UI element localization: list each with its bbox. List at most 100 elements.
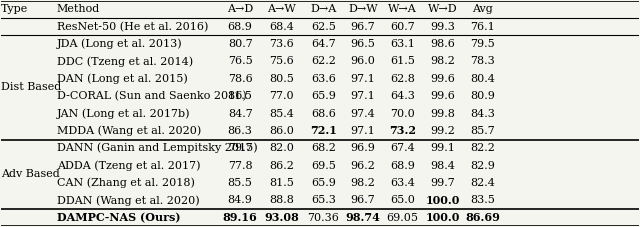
Text: 86.69: 86.69 [465, 212, 500, 223]
Text: 80.4: 80.4 [470, 74, 495, 84]
Text: 65.0: 65.0 [390, 195, 415, 205]
Text: 68.2: 68.2 [311, 143, 335, 153]
Text: 72.1: 72.1 [310, 125, 337, 136]
Text: DDC (Tzeng et al. 2014): DDC (Tzeng et al. 2014) [57, 56, 193, 67]
Text: 60.7: 60.7 [390, 22, 415, 32]
Text: 85.5: 85.5 [228, 178, 253, 188]
Text: 80.5: 80.5 [269, 74, 294, 84]
Text: 96.7: 96.7 [351, 22, 375, 32]
Text: 65.9: 65.9 [311, 178, 335, 188]
Text: 61.5: 61.5 [390, 57, 415, 67]
Text: 79.7: 79.7 [228, 143, 253, 153]
Text: A→W: A→W [268, 4, 296, 14]
Text: 99.6: 99.6 [430, 91, 455, 101]
Text: MDDA (Wang et al. 2020): MDDA (Wang et al. 2020) [57, 126, 201, 136]
Text: ADDA (Tzeng et al. 2017): ADDA (Tzeng et al. 2017) [57, 160, 200, 171]
Text: 62.2: 62.2 [311, 57, 335, 67]
Text: 99.1: 99.1 [430, 143, 455, 153]
Text: 97.1: 97.1 [351, 126, 375, 136]
Text: 68.6: 68.6 [311, 109, 335, 118]
Text: 76.5: 76.5 [228, 57, 253, 67]
Text: 99.3: 99.3 [430, 22, 455, 32]
Text: 63.6: 63.6 [311, 74, 335, 84]
Text: 96.7: 96.7 [351, 195, 375, 205]
Text: 80.7: 80.7 [228, 39, 253, 49]
Text: 64.7: 64.7 [311, 39, 335, 49]
Text: 68.4: 68.4 [269, 22, 294, 32]
Text: 80.9: 80.9 [470, 91, 495, 101]
Text: 63.4: 63.4 [390, 178, 415, 188]
Text: 96.9: 96.9 [350, 143, 375, 153]
Text: JDA (Long et al. 2013): JDA (Long et al. 2013) [57, 39, 182, 49]
Text: 82.0: 82.0 [269, 143, 294, 153]
Text: 96.2: 96.2 [350, 160, 375, 170]
Text: 73.2: 73.2 [389, 125, 416, 136]
Text: 65.3: 65.3 [311, 195, 335, 205]
Text: 78.3: 78.3 [470, 57, 495, 67]
Text: 82.2: 82.2 [470, 143, 495, 153]
Text: 64.3: 64.3 [390, 91, 415, 101]
Text: 78.6: 78.6 [228, 74, 253, 84]
Text: 84.7: 84.7 [228, 109, 253, 118]
Text: 77.8: 77.8 [228, 160, 253, 170]
Text: 83.5: 83.5 [470, 195, 495, 205]
Text: W→D: W→D [428, 4, 458, 14]
Text: DDAN (Wang et al. 2020): DDAN (Wang et al. 2020) [57, 195, 200, 206]
Text: ResNet-50 (He et al. 2016): ResNet-50 (He et al. 2016) [57, 22, 208, 32]
Text: 82.9: 82.9 [470, 160, 495, 170]
Text: 99.7: 99.7 [430, 178, 455, 188]
Text: 99.6: 99.6 [430, 74, 455, 84]
Text: D-CORAL (Sun and Saenko 2016): D-CORAL (Sun and Saenko 2016) [57, 91, 246, 101]
Text: 70.36: 70.36 [307, 213, 339, 223]
Text: 82.4: 82.4 [470, 178, 495, 188]
Text: JAN (Long et al. 2017b): JAN (Long et al. 2017b) [57, 108, 190, 119]
Text: W→A: W→A [388, 4, 417, 14]
Text: D→W: D→W [348, 4, 378, 14]
Text: 98.74: 98.74 [346, 212, 380, 223]
Text: 77.0: 77.0 [269, 91, 294, 101]
Text: DAMPC-NAS (Ours): DAMPC-NAS (Ours) [57, 212, 180, 223]
Text: D→A: D→A [310, 4, 336, 14]
Text: 62.5: 62.5 [311, 22, 335, 32]
Text: 86.2: 86.2 [269, 160, 294, 170]
Text: 96.5: 96.5 [350, 39, 375, 49]
Text: 65.9: 65.9 [311, 91, 335, 101]
Text: 85.4: 85.4 [269, 109, 294, 118]
Text: Method: Method [57, 4, 100, 14]
Text: 85.7: 85.7 [470, 126, 495, 136]
Text: Adv Based: Adv Based [1, 169, 60, 179]
Text: A→D: A→D [227, 4, 253, 14]
Text: DAN (Long et al. 2015): DAN (Long et al. 2015) [57, 74, 188, 84]
Text: 98.4: 98.4 [430, 160, 455, 170]
Text: 97.4: 97.4 [351, 109, 375, 118]
Text: DANN (Ganin and Lempitsky 2015): DANN (Ganin and Lempitsky 2015) [57, 143, 257, 153]
Text: 100.0: 100.0 [426, 212, 460, 223]
Text: 73.6: 73.6 [269, 39, 294, 49]
Text: 81.5: 81.5 [269, 178, 294, 188]
Text: 98.2: 98.2 [430, 57, 455, 67]
Text: 97.1: 97.1 [351, 91, 375, 101]
Text: 99.8: 99.8 [430, 109, 455, 118]
Text: 97.1: 97.1 [351, 74, 375, 84]
Text: 75.6: 75.6 [269, 57, 294, 67]
Text: 98.2: 98.2 [350, 178, 375, 188]
Text: 62.8: 62.8 [390, 74, 415, 84]
Text: Type: Type [1, 4, 28, 14]
Text: 89.16: 89.16 [223, 212, 257, 223]
Text: 86.3: 86.3 [228, 126, 253, 136]
Text: 96.0: 96.0 [350, 57, 375, 67]
Text: 69.05: 69.05 [387, 213, 419, 223]
Text: 93.08: 93.08 [264, 212, 299, 223]
Text: 76.1: 76.1 [470, 22, 495, 32]
Text: 88.8: 88.8 [269, 195, 294, 205]
Text: Avg: Avg [472, 4, 493, 14]
Text: 68.9: 68.9 [228, 22, 253, 32]
Text: 98.6: 98.6 [430, 39, 455, 49]
Text: 69.5: 69.5 [311, 160, 335, 170]
Text: 68.9: 68.9 [390, 160, 415, 170]
Text: CAN (Zhang et al. 2018): CAN (Zhang et al. 2018) [57, 178, 195, 188]
Text: 79.5: 79.5 [470, 39, 495, 49]
Text: 63.1: 63.1 [390, 39, 415, 49]
Text: 100.0: 100.0 [426, 195, 460, 206]
Text: 99.2: 99.2 [430, 126, 455, 136]
